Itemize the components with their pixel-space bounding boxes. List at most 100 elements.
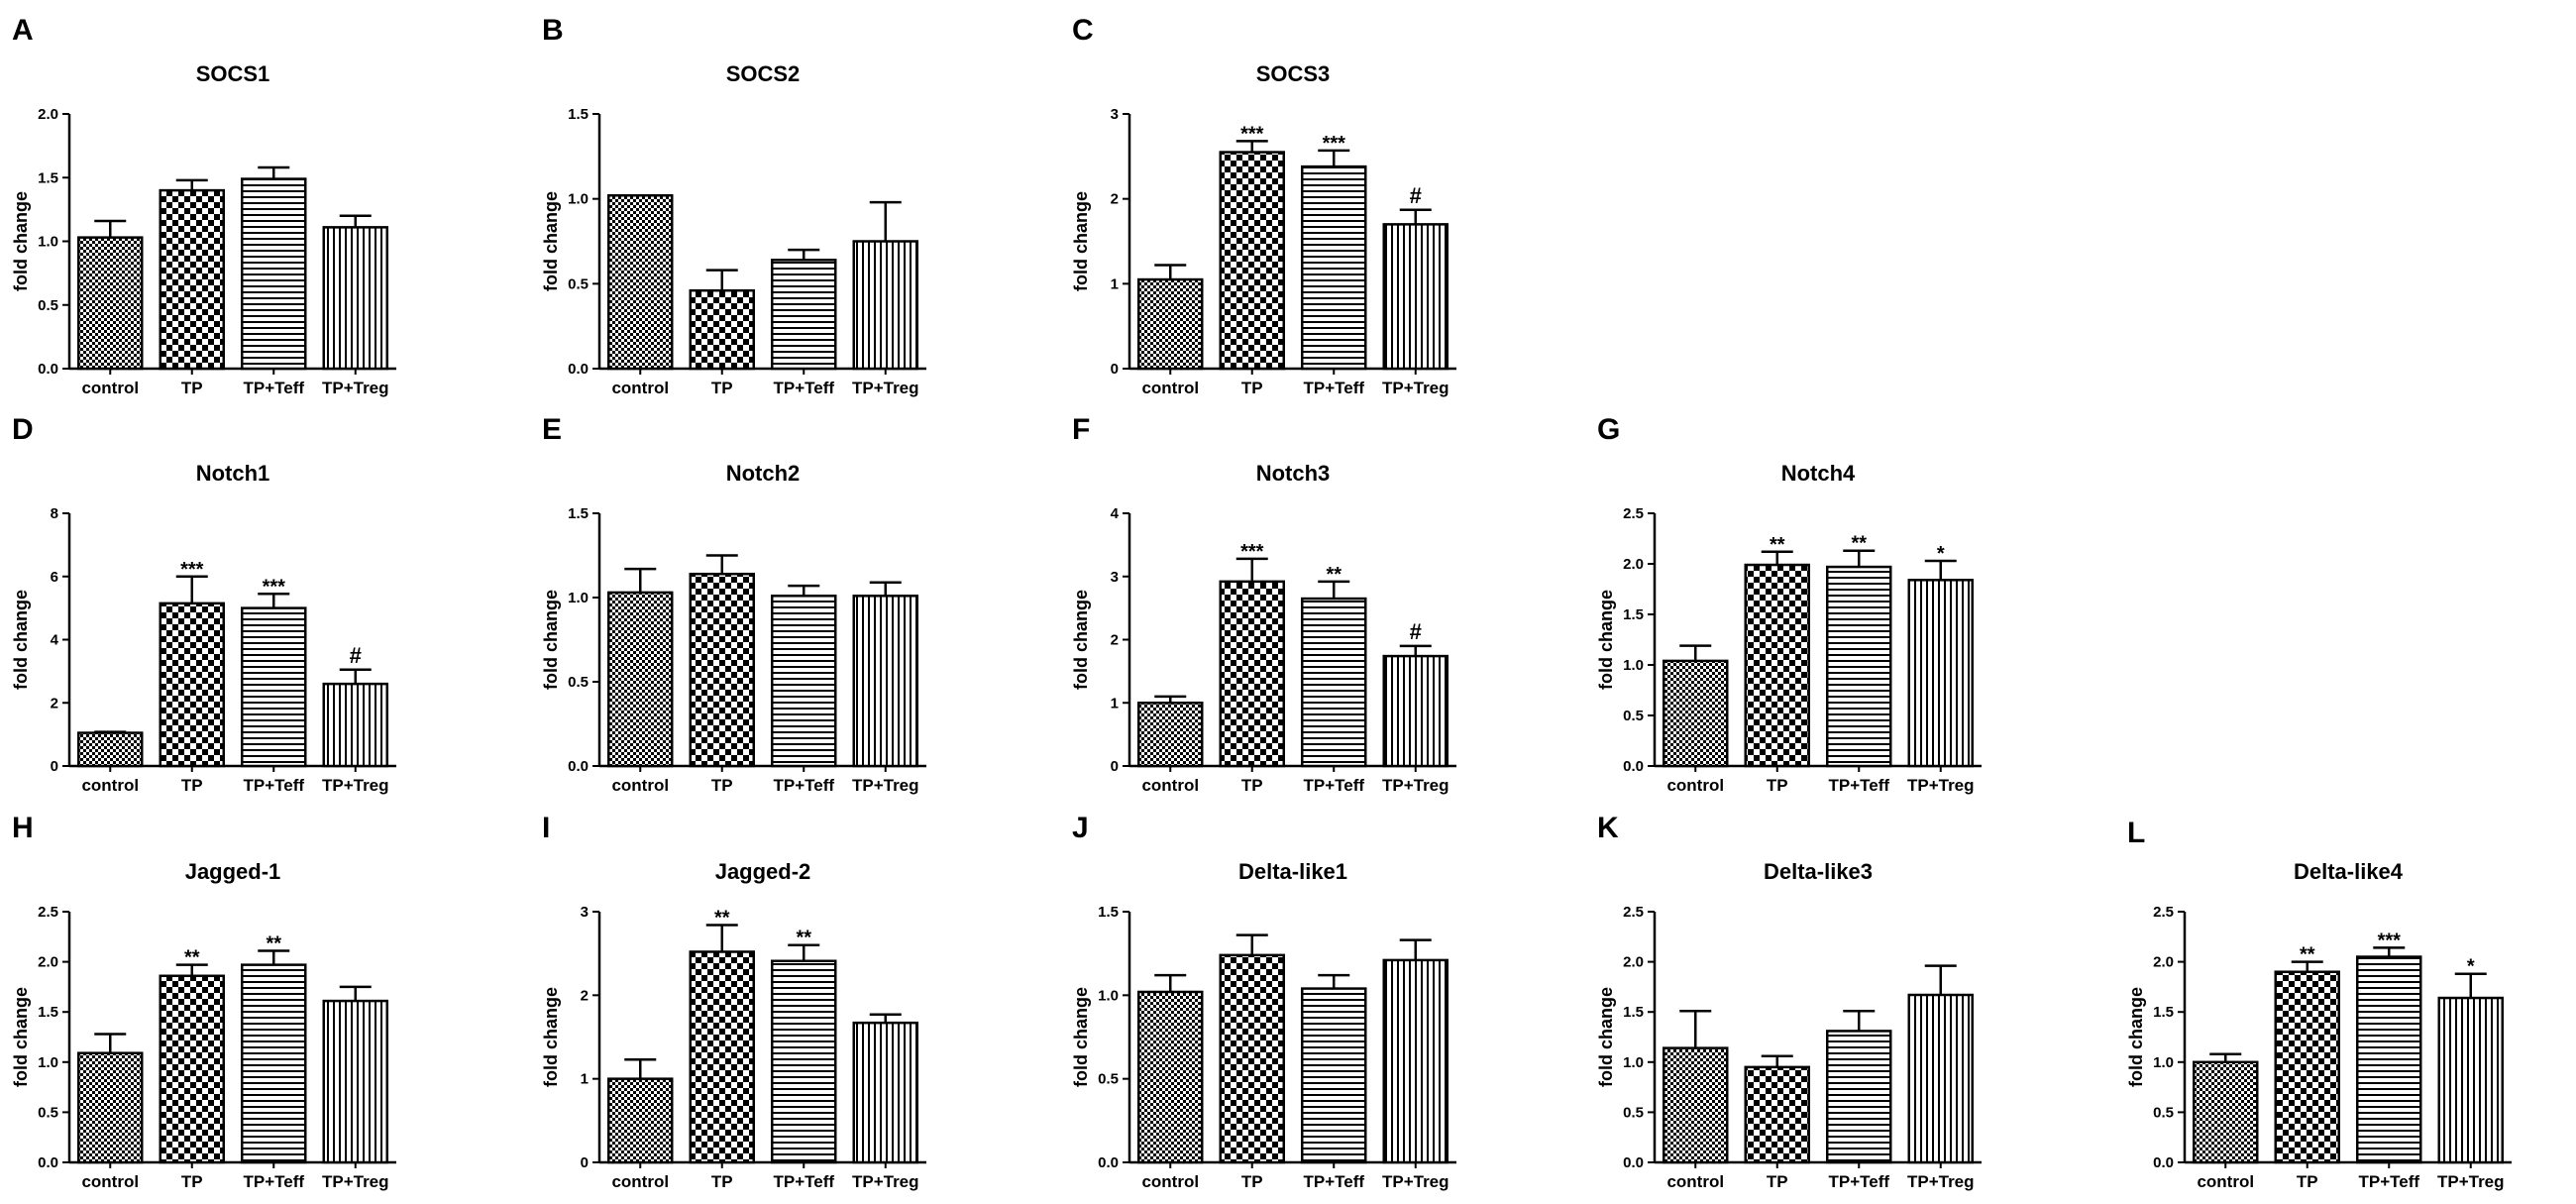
y-axis-label-k: fold change (1596, 987, 1616, 1087)
y-tick-label-f-0: 0 (1111, 758, 1119, 775)
bar-j-1 (1219, 953, 1285, 1164)
y-tick-label-f-1: 1 (1111, 695, 1119, 711)
significance-marker-l-3: * (2467, 956, 2475, 978)
x-tick-label-i-3: TP+Treg (852, 1172, 919, 1191)
bar-a-3 (322, 226, 388, 371)
x-tick-label-a-3: TP+Treg (322, 379, 389, 397)
chart-title-l: Delta-like4 (2294, 859, 2404, 884)
bar-l-1 (2274, 970, 2340, 1164)
y-tick-label-i-0: 0 (581, 1154, 589, 1171)
y-tick-label-a-0: 0.0 (38, 361, 58, 378)
y-tick-label-l-2: 1.0 (2153, 1054, 2174, 1071)
x-tick-label-e-2: TP+Teff (773, 776, 834, 795)
x-tick-label-h-2: TP+Teff (243, 1172, 304, 1191)
significance-marker-h-1: ** (184, 947, 200, 969)
y-tick-label-k-4: 2.0 (1623, 954, 1644, 971)
y-tick-label-h-0: 0.0 (38, 1154, 58, 1171)
y-tick-label-k-5: 2.5 (1623, 904, 1644, 921)
y-tick-label-l-3: 1.5 (2153, 1004, 2174, 1021)
bar-f-2 (1301, 597, 1367, 768)
bar-j-0 (1137, 990, 1204, 1164)
chart-title-g: Notch4 (1781, 461, 1856, 486)
significance-marker-d-2: *** (263, 576, 286, 598)
panel-letter-g: G (1597, 413, 1620, 446)
x-tick-label-i-2: TP+Teff (773, 1172, 834, 1191)
y-tick-label-j-3: 1.5 (1098, 904, 1119, 921)
y-axis-label-h: fold change (11, 987, 31, 1087)
bar-h-3 (322, 999, 388, 1164)
chart-title-h: Jagged-1 (185, 859, 281, 884)
y-tick-label-l-5: 2.5 (2153, 904, 2174, 921)
bar-b-3 (852, 240, 918, 371)
x-tick-label-e-0: control (611, 776, 669, 795)
bar-a-1 (159, 188, 225, 371)
y-tick-label-b-0: 0.0 (568, 361, 589, 378)
y-axis-label-f: fold change (1071, 590, 1091, 690)
bar-d-2 (241, 606, 307, 768)
x-tick-label-c-2: TP+Teff (1303, 379, 1364, 397)
significance-marker-h-2: ** (266, 932, 281, 954)
significance-marker-i-2: ** (796, 928, 811, 949)
chart-title-i: Jagged-2 (715, 859, 811, 884)
bar-f-3 (1382, 654, 1449, 768)
y-tick-label-d-3: 6 (51, 569, 58, 586)
y-axis-label-l: fold change (2126, 987, 2146, 1087)
bar-l-0 (2193, 1060, 2259, 1164)
x-tick-label-k-1: TP (1767, 1172, 1788, 1191)
bar-h-2 (241, 963, 307, 1164)
bar-e-1 (689, 572, 755, 768)
bar-b-0 (607, 193, 674, 371)
significance-marker-c-3: # (1410, 183, 1422, 208)
significance-marker-g-1: ** (1770, 534, 1785, 556)
y-axis-label-e: fold change (541, 590, 561, 690)
panel-letter-k: K (1597, 812, 1619, 844)
x-tick-label-j-3: TP+Treg (1382, 1172, 1449, 1191)
bar-b-1 (689, 288, 755, 371)
y-tick-label-d-1: 2 (51, 695, 58, 711)
bar-e-0 (607, 591, 674, 768)
x-tick-label-j-0: control (1141, 1172, 1199, 1191)
x-tick-label-k-2: TP+Teff (1828, 1172, 1889, 1191)
y-tick-label-a-2: 1.0 (38, 234, 58, 251)
y-tick-label-g-5: 2.5 (1623, 505, 1644, 522)
y-axis-label-g: fold change (1596, 590, 1616, 690)
chart-title-j: Delta-like1 (1238, 859, 1347, 884)
chart-panel-a: A SOCS1 fold change 0.0 0.5 1.0 1.5 2.0 control T… (11, 14, 396, 397)
chart-title-b: SOCS2 (726, 61, 801, 86)
x-tick-label-d-1: TP (181, 776, 203, 795)
x-tick-label-e-3: TP+Treg (852, 776, 919, 795)
significance-marker-d-1: *** (180, 559, 204, 581)
panel-letter-l: L (2127, 817, 2145, 849)
chart-panel-k: K Delta-like3 fold change 0.0 0.5 1.0 1.5 2.0 2.… (1596, 812, 1982, 1191)
chart-title-d: Notch1 (196, 461, 270, 486)
y-axis-label-d: fold change (11, 590, 31, 690)
bar-d-0 (77, 731, 144, 768)
x-tick-label-b-3: TP+Treg (852, 379, 919, 397)
bar-l-2 (2356, 955, 2422, 1164)
x-tick-label-l-0: control (2197, 1172, 2254, 1191)
significance-marker-f-3: # (1410, 619, 1422, 644)
chart-panel-b: B SOCS2 fold change 0.0 0.5 1.0 1.5 control TP TP… (541, 14, 926, 397)
y-axis-label-b: fold change (541, 191, 561, 291)
x-tick-label-g-2: TP+Teff (1828, 776, 1889, 795)
bar-h-1 (159, 974, 225, 1164)
x-tick-label-i-1: TP (711, 1172, 733, 1191)
x-tick-label-a-1: TP (181, 379, 203, 397)
y-tick-label-h-4: 2.0 (38, 954, 58, 971)
y-tick-label-f-3: 3 (1111, 569, 1119, 586)
y-tick-label-d-2: 4 (51, 632, 59, 649)
x-tick-label-f-0: control (1141, 776, 1199, 795)
x-tick-label-d-2: TP+Teff (243, 776, 304, 795)
significance-marker-c-2: *** (1323, 133, 1346, 155)
bar-g-0 (1663, 659, 1729, 768)
bar-a-0 (77, 236, 144, 371)
panel-letter-a: A (12, 14, 34, 47)
y-tick-label-h-3: 1.5 (38, 1004, 58, 1021)
chart-title-e: Notch2 (726, 461, 801, 486)
significance-marker-l-2: *** (2378, 930, 2402, 951)
y-tick-label-i-2: 2 (581, 987, 589, 1004)
bar-c-0 (1137, 277, 1204, 371)
y-tick-label-a-3: 1.5 (38, 169, 58, 186)
bar-e-2 (771, 595, 837, 768)
y-axis-label-j: fold change (1071, 987, 1091, 1087)
